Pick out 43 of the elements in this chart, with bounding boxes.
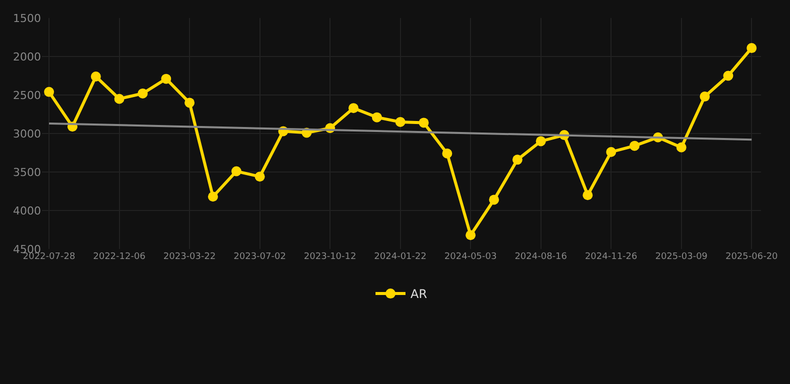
point [442, 148, 452, 159]
point [536, 136, 546, 146]
point [231, 166, 242, 176]
point [184, 98, 195, 108]
y-tick-label: 3000 [13, 127, 41, 140]
point [676, 142, 686, 152]
legend-label: AR [410, 287, 428, 302]
x-tick-label: 2024-11-26 [584, 252, 638, 262]
point [582, 190, 593, 200]
point [418, 118, 429, 128]
point [44, 86, 54, 97]
y-tick-label: 3500 [13, 166, 41, 179]
x-tick-label: 2025-03-09 [655, 252, 708, 262]
x-tick-label: 2025-06-20 [725, 252, 778, 262]
point [723, 70, 734, 81]
y-tick-label: 1500 [13, 12, 41, 25]
point [138, 88, 148, 98]
x-tick-label: 2023-07-02 [234, 252, 286, 262]
x-tick-label: 2022-07-28 [22, 252, 76, 262]
point [90, 72, 101, 82]
x-tick-label: 2023-03-22 [163, 252, 216, 262]
x-tick-label: 2024-05-03 [444, 252, 497, 262]
x-tick-label: 2022-12-06 [93, 252, 146, 262]
point [208, 192, 218, 202]
point [372, 112, 382, 122]
point [512, 154, 522, 165]
point [630, 140, 640, 151]
point [466, 230, 476, 240]
point [606, 146, 616, 157]
point [395, 116, 406, 127]
y-tick-label: 2500 [13, 88, 41, 102]
point [489, 194, 500, 205]
y-tick-label: 4000 [13, 204, 41, 218]
point [254, 172, 265, 182]
point [348, 103, 358, 114]
x-tick-label: 2024-08-16 [514, 252, 568, 262]
point [161, 74, 172, 84]
x-tick-label: 2024-01-22 [374, 252, 426, 262]
point [700, 92, 710, 102]
x-tick-label: 2023-10-12 [304, 252, 356, 262]
point [746, 43, 757, 54]
y-tick-label: 2000 [13, 50, 41, 64]
point [114, 94, 124, 104]
